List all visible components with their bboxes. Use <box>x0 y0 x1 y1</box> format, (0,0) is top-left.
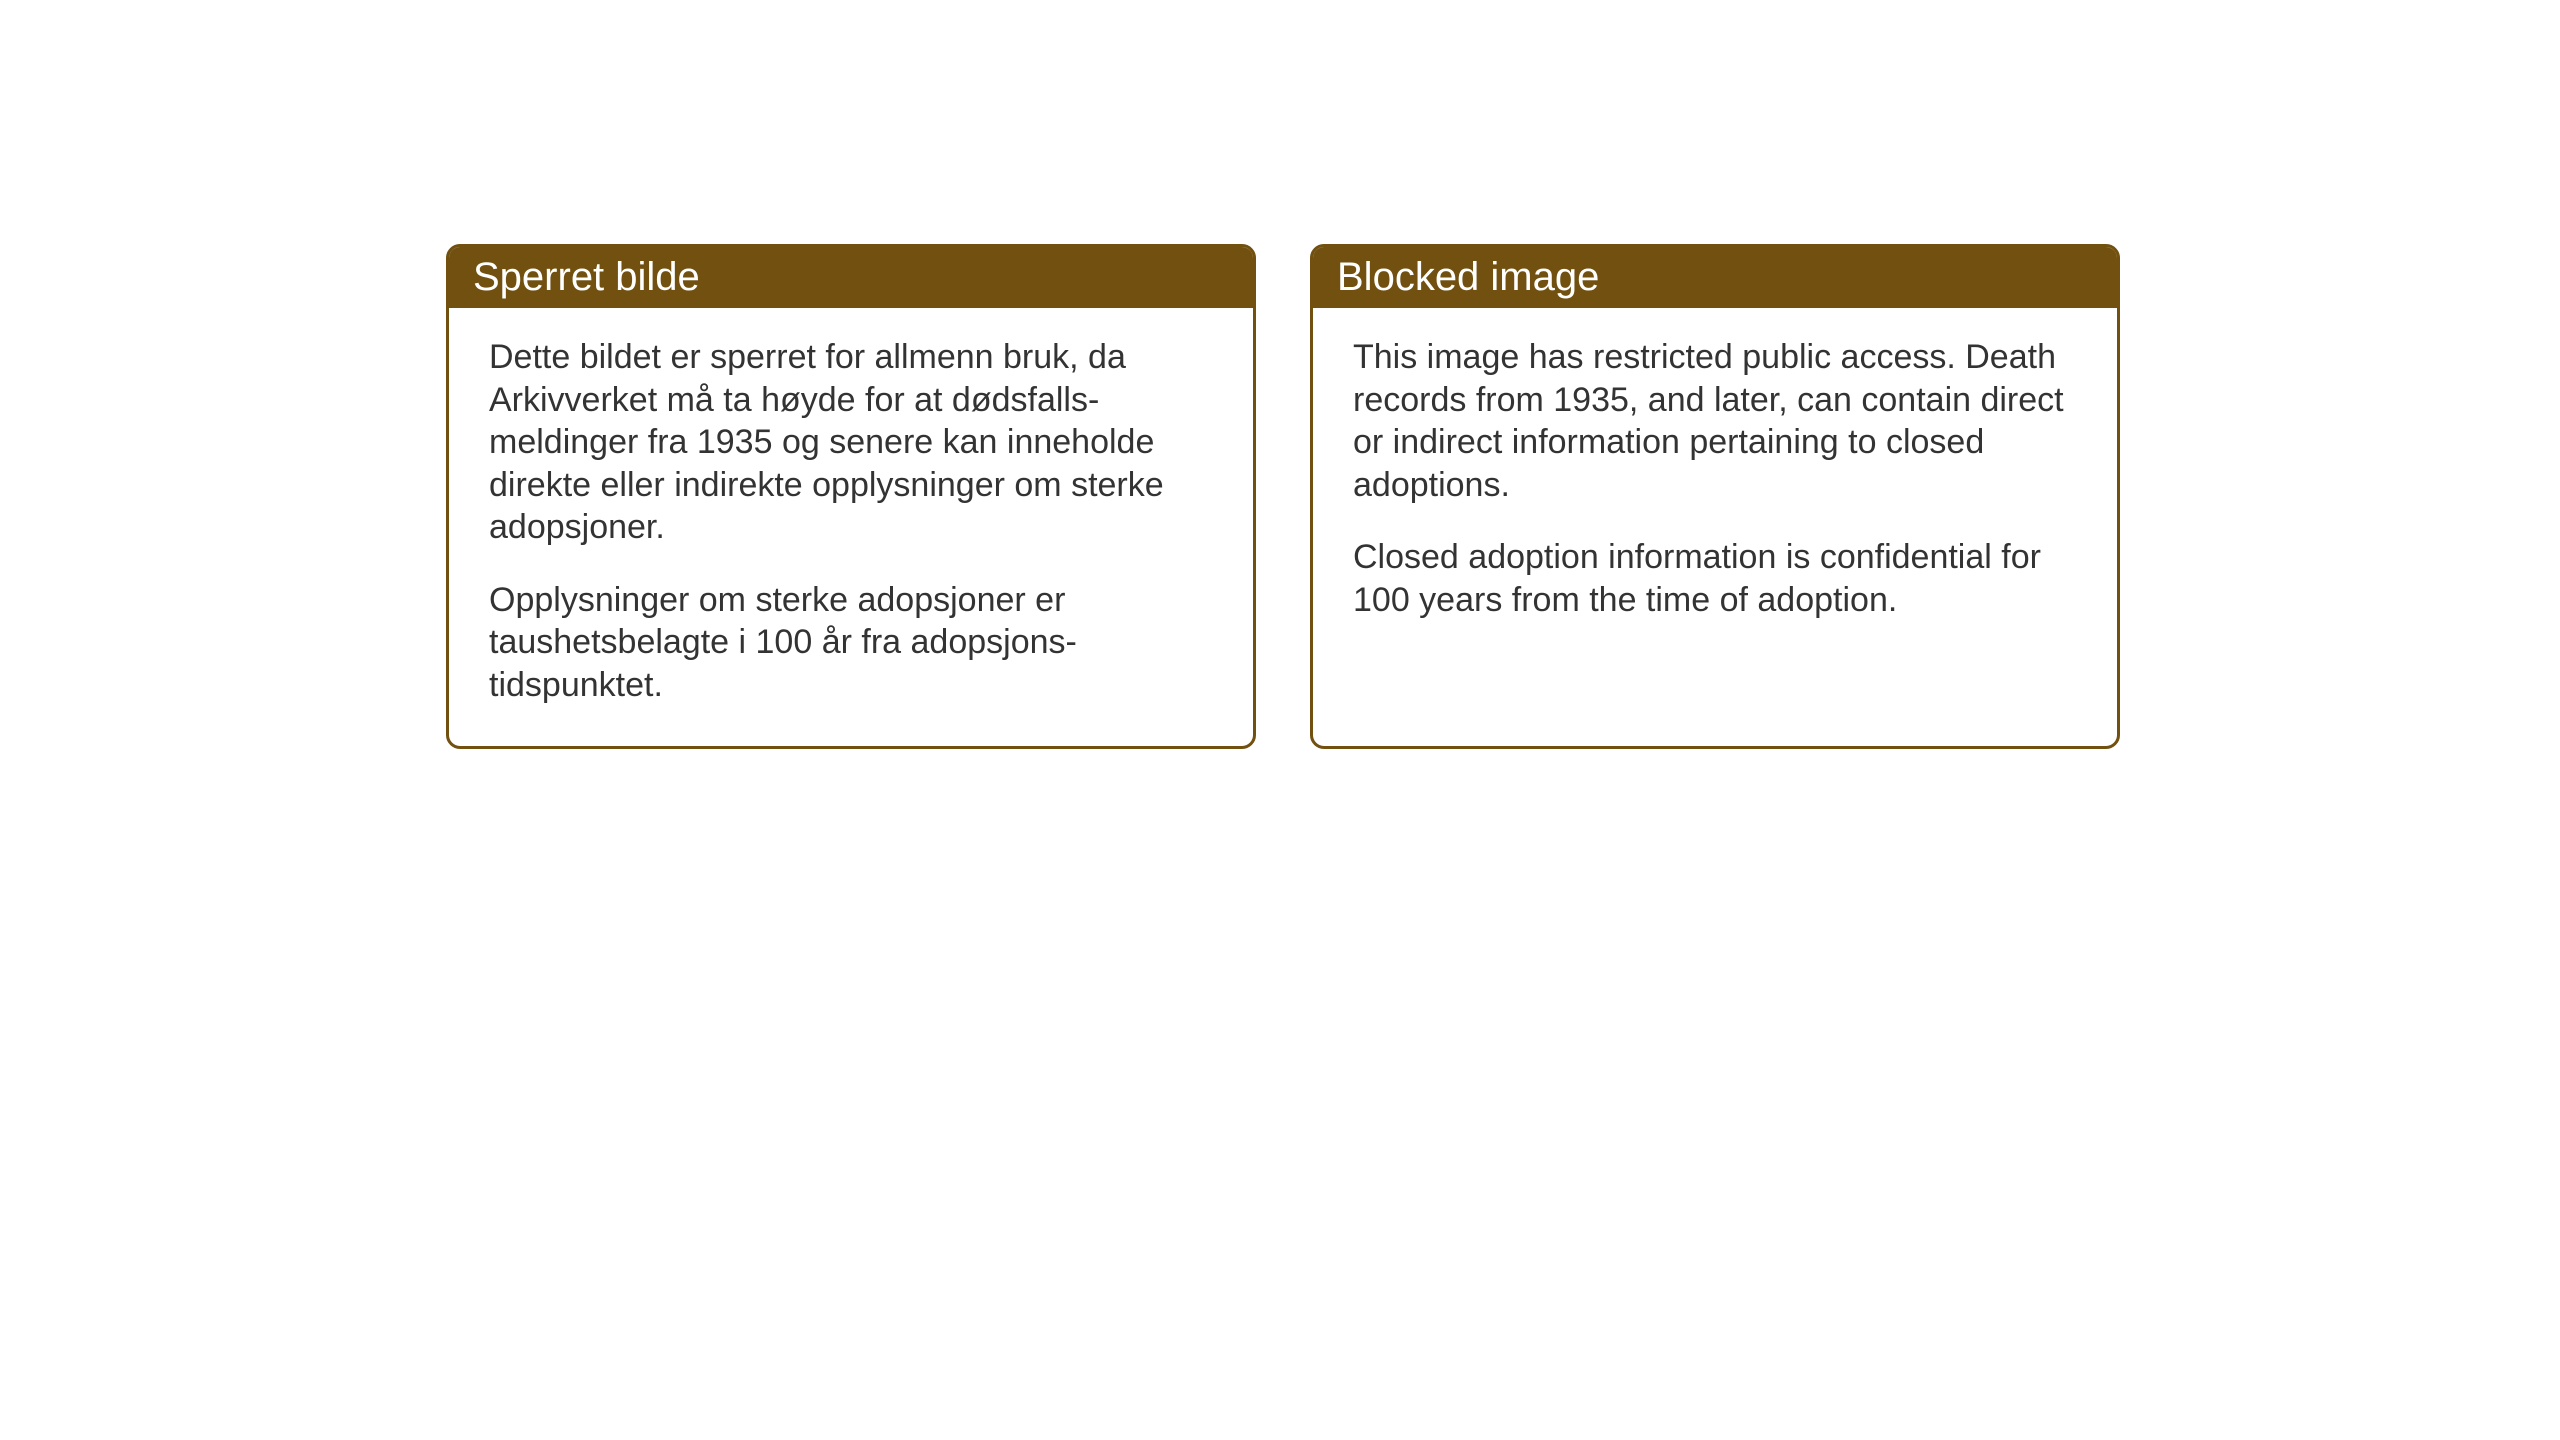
norwegian-card-header: Sperret bilde <box>449 247 1253 308</box>
norwegian-paragraph-1: Dette bildet er sperret for allmenn bruk… <box>489 336 1213 549</box>
norwegian-card: Sperret bilde Dette bildet er sperret fo… <box>446 244 1256 749</box>
english-card-header: Blocked image <box>1313 247 2117 308</box>
english-paragraph-1: This image has restricted public access.… <box>1353 336 2077 506</box>
english-card-body: This image has restricted public access.… <box>1313 308 2117 661</box>
english-card-title: Blocked image <box>1337 255 1599 299</box>
english-card: Blocked image This image has restricted … <box>1310 244 2120 749</box>
norwegian-card-body: Dette bildet er sperret for allmenn bruk… <box>449 308 1253 746</box>
english-paragraph-2: Closed adoption information is confident… <box>1353 536 2077 621</box>
norwegian-paragraph-2: Opplysninger om sterke adopsjoner er tau… <box>489 579 1213 707</box>
cards-container: Sperret bilde Dette bildet er sperret fo… <box>446 244 2120 749</box>
norwegian-card-title: Sperret bilde <box>473 255 700 299</box>
